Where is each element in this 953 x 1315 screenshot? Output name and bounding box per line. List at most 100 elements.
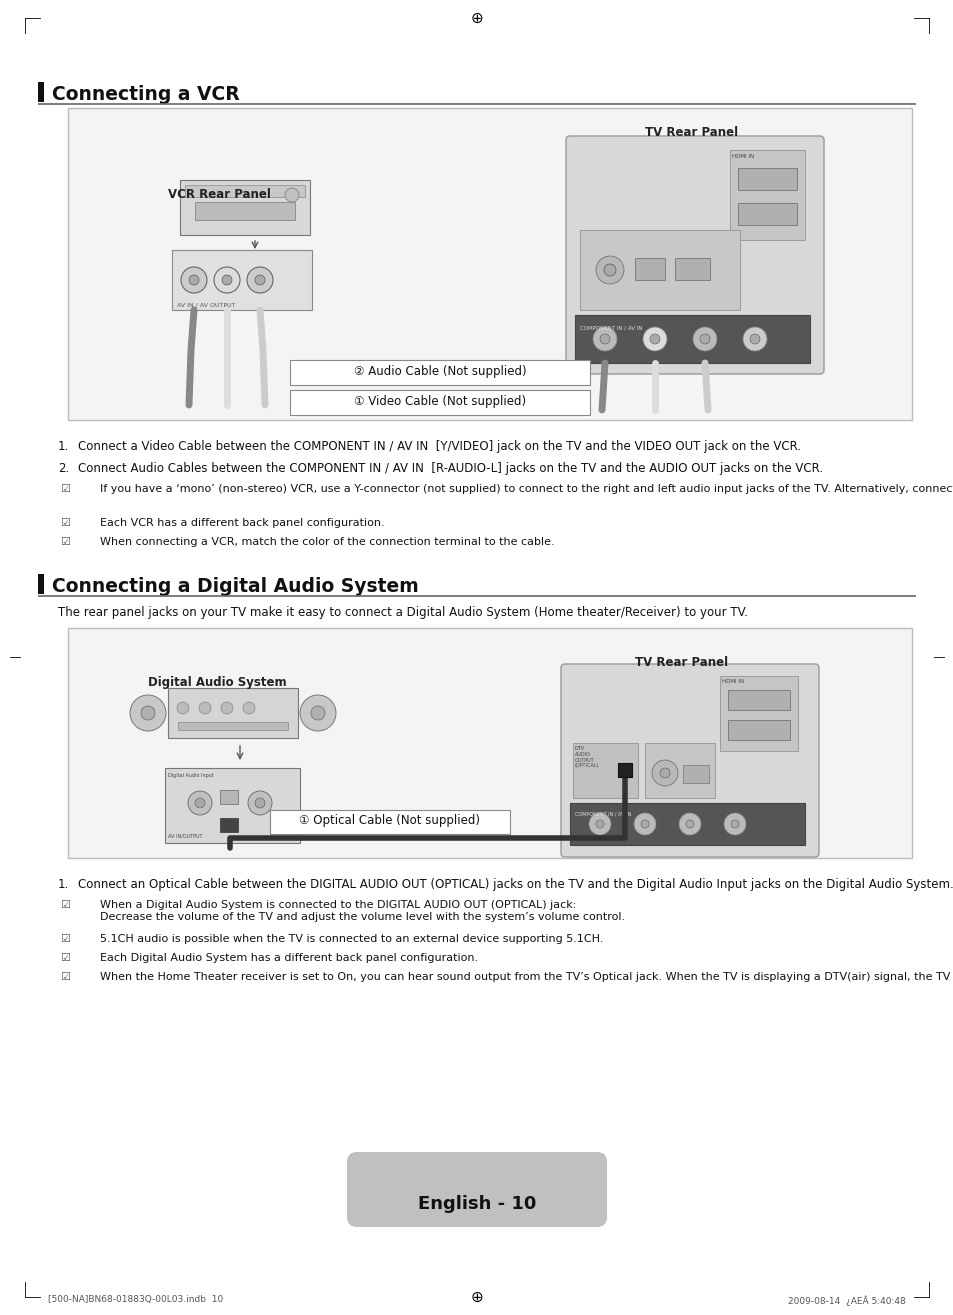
Text: ☑: ☑ [60, 484, 70, 494]
Text: AV IN / AV OUTPUT: AV IN / AV OUTPUT [177, 302, 235, 306]
Bar [635, 258, 664, 280]
Text: COMPONENT IN / AV IN: COMPONENT IN / AV IN [579, 325, 641, 330]
Circle shape [213, 267, 240, 293]
Text: Each VCR has a different back panel configuration.: Each VCR has a different back panel conf… [100, 518, 384, 529]
Bar [727, 721, 789, 740]
Text: ☑: ☑ [60, 899, 70, 910]
Circle shape [659, 768, 669, 778]
Circle shape [685, 821, 693, 828]
Text: Connect Audio Cables between the COMPONENT IN / AV IN  [R-AUDIO-L] jacks on the : Connect Audio Cables between the COMPONE… [78, 462, 822, 475]
Circle shape [299, 696, 335, 731]
Bar [220, 790, 237, 803]
Bar [180, 180, 310, 235]
Text: ① Video Cable (Not supplied): ① Video Cable (Not supplied) [354, 394, 525, 408]
Bar [569, 803, 804, 846]
Circle shape [130, 696, 166, 731]
Text: ☑: ☑ [60, 934, 70, 944]
Text: DTV
AUDIO
OUTPUT
(OPTICAL): DTV AUDIO OUTPUT (OPTICAL) [575, 746, 598, 768]
Text: When the Home Theater receiver is set to On, you can hear sound output from the : When the Home Theater receiver is set to… [100, 972, 953, 982]
Bar [38, 575, 44, 594]
Circle shape [189, 275, 199, 285]
Bar [738, 168, 796, 189]
Circle shape [599, 334, 609, 345]
Bar [68, 108, 911, 419]
Circle shape [749, 334, 760, 345]
Text: VCR Rear Panel: VCR Rear Panel [168, 188, 271, 201]
Text: COMPONENT IN / AV IN: COMPONENT IN / AV IN [575, 811, 631, 817]
Text: 1.: 1. [58, 441, 70, 452]
Circle shape [141, 706, 154, 721]
Circle shape [588, 813, 610, 835]
Circle shape [596, 256, 623, 284]
Text: Connect a Video Cable between the COMPONENT IN / AV IN  [Y/VIDEO] jack on the TV: Connect a Video Cable between the COMPON… [78, 441, 801, 452]
Circle shape [285, 188, 298, 203]
Bar [738, 203, 796, 225]
Text: When connecting a VCR, match the color of the connection terminal to the cable.: When connecting a VCR, match the color o… [100, 537, 554, 547]
Text: Connect an Optical Cable between the DIGITAL AUDIO OUT (OPTICAL) jacks on the TV: Connect an Optical Cable between the DIG… [78, 878, 953, 892]
Text: Digital Audio System: Digital Audio System [148, 676, 286, 689]
Bar [68, 629, 911, 857]
Text: HDMI IN: HDMI IN [721, 679, 743, 684]
Text: ① Optical Cable (Not supplied): ① Optical Cable (Not supplied) [299, 814, 480, 827]
Text: ⊕: ⊕ [470, 11, 483, 25]
Circle shape [603, 264, 616, 276]
Circle shape [730, 821, 739, 828]
Circle shape [642, 327, 666, 351]
Text: ☑: ☑ [60, 953, 70, 963]
Bar [618, 763, 631, 777]
Circle shape [640, 821, 648, 828]
Circle shape [311, 706, 325, 721]
FancyBboxPatch shape [560, 664, 818, 857]
Text: Each Digital Audio System has a different back panel configuration.: Each Digital Audio System has a differen… [100, 953, 477, 963]
Circle shape [596, 821, 603, 828]
Bar [682, 765, 708, 782]
Text: ☑: ☑ [60, 518, 70, 529]
Circle shape [593, 327, 617, 351]
Bar [270, 810, 510, 834]
Text: ② Audio Cable (Not supplied): ② Audio Cable (Not supplied) [354, 366, 526, 377]
Text: ☑: ☑ [60, 537, 70, 547]
Circle shape [221, 702, 233, 714]
Text: 2.: 2. [58, 462, 70, 475]
Circle shape [649, 334, 659, 345]
Circle shape [634, 813, 656, 835]
Text: 5.1CH audio is possible when the TV is connected to an external device supportin: 5.1CH audio is possible when the TV is c… [100, 934, 602, 944]
Bar [720, 676, 797, 751]
Bar [675, 258, 709, 280]
Circle shape [679, 813, 700, 835]
Bar [165, 768, 299, 843]
Text: HDMI IN: HDMI IN [731, 154, 753, 159]
Bar [644, 743, 714, 798]
Text: Connecting a VCR: Connecting a VCR [52, 85, 239, 104]
Circle shape [243, 702, 254, 714]
Circle shape [199, 702, 211, 714]
Text: TV Rear Panel: TV Rear Panel [644, 126, 738, 139]
Text: ☑: ☑ [60, 972, 70, 982]
Bar [575, 316, 809, 363]
Circle shape [181, 267, 207, 293]
Bar [290, 360, 589, 385]
Text: AV IN/OUTPUT: AV IN/OUTPUT [168, 832, 202, 838]
Bar [168, 688, 297, 738]
Bar [172, 250, 312, 310]
Bar [220, 818, 237, 832]
Circle shape [254, 275, 265, 285]
Circle shape [254, 798, 265, 807]
Bar [573, 743, 638, 798]
Text: Digital Audio Input: Digital Audio Input [168, 773, 213, 778]
Text: If you have a ‘mono’ (non-stereo) VCR, use a Y-connector (not supplied) to conne: If you have a ‘mono’ (non-stereo) VCR, u… [100, 484, 953, 494]
Circle shape [692, 327, 717, 351]
Circle shape [700, 334, 709, 345]
Circle shape [651, 760, 678, 786]
Text: The rear panel jacks on your TV make it easy to connect a Digital Audio System (: The rear panel jacks on your TV make it … [58, 606, 747, 619]
Circle shape [742, 327, 766, 351]
Text: ⊕: ⊕ [470, 1290, 483, 1304]
Bar [729, 150, 804, 241]
Bar [579, 230, 740, 310]
Bar [178, 722, 288, 730]
Bar [727, 690, 789, 710]
Circle shape [248, 792, 272, 815]
Text: English - 10: English - 10 [417, 1195, 536, 1212]
Bar [290, 391, 589, 416]
Text: TV Rear Panel: TV Rear Panel [635, 656, 727, 669]
